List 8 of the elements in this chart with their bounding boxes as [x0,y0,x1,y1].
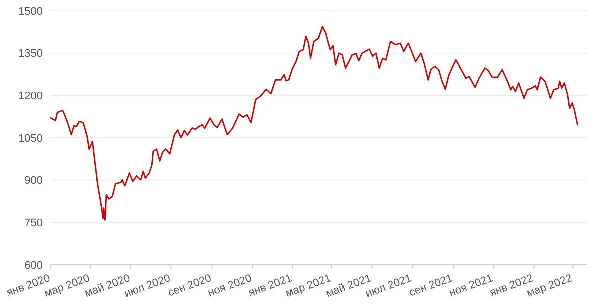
y-tick-label: 600 [24,260,43,272]
y-tick-label: 1200 [18,90,43,103]
y-tick-label: 750 [24,218,43,230]
y-tick-label: 900 [24,175,43,188]
y-tick-label: 1050 [18,132,43,145]
y-tick-label: 1500 [18,6,43,18]
y-tick-label: 1350 [18,48,43,60]
line-series [50,26,578,221]
